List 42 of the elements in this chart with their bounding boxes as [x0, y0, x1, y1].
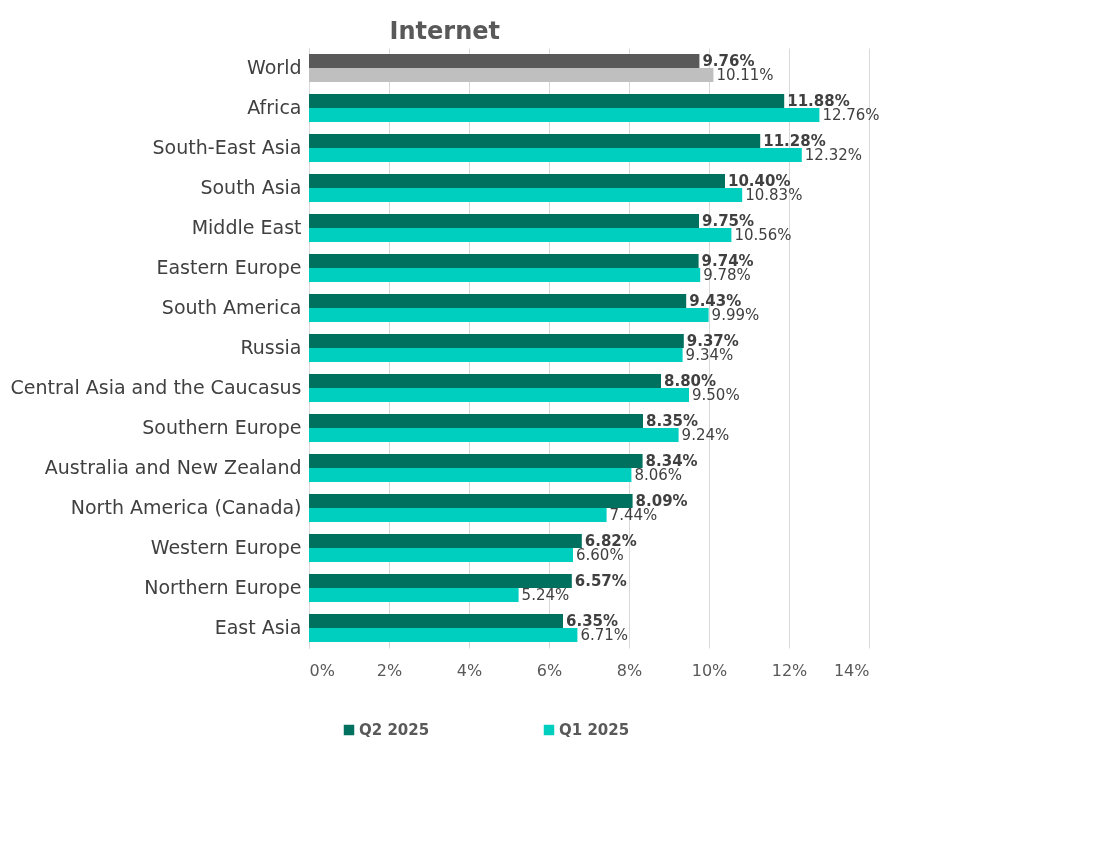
- chart-title: Internet: [389, 17, 501, 45]
- y-tick-label: Central Asia and the Caucasus: [10, 376, 302, 398]
- data-label: 9.24%: [681, 426, 730, 444]
- y-tick-label: South America: [161, 296, 302, 318]
- y-tick-label: Africa: [247, 96, 302, 118]
- y-tick-label: Middle East: [191, 216, 302, 238]
- legend-label: Q2 2025: [359, 721, 430, 739]
- x-tick-label: 12%: [771, 660, 808, 680]
- y-tick-label: South Asia: [200, 176, 302, 198]
- y-tick-label: East Asia: [214, 616, 302, 638]
- data-label: 9.99%: [711, 306, 760, 324]
- y-tick-label: South-East Asia: [152, 136, 302, 158]
- x-tick-label: 4%: [456, 660, 483, 680]
- x-tick-label: 8%: [616, 660, 643, 680]
- data-label: 7.44%: [609, 506, 658, 524]
- data-label: 10.83%: [745, 186, 803, 204]
- x-tick-label: 2%: [376, 660, 403, 680]
- data-label: 12.32%: [804, 146, 862, 164]
- y-tick-label: North America (Canada): [70, 496, 302, 518]
- data-label: 5.24%: [521, 586, 570, 604]
- data-label: 6.60%: [576, 546, 624, 564]
- y-tick-label: Australia and New Zealand: [44, 456, 302, 478]
- y-tick-label: Russia: [240, 336, 302, 358]
- x-tick-label: 6%: [536, 660, 563, 680]
- x-tick-label: 14%: [833, 660, 870, 680]
- data-label: 6.57%: [574, 572, 627, 590]
- y-tick-label: Southern Europe: [142, 416, 302, 438]
- data-label: 9.50%: [692, 386, 740, 404]
- data-label: 10.56%: [734, 226, 792, 244]
- data-label: 9.34%: [685, 346, 734, 364]
- data-label: 9.78%: [703, 266, 751, 284]
- y-tick-label: Eastern Europe: [156, 256, 302, 278]
- legend-label: Q1 2025: [559, 721, 630, 739]
- x-tick-label: 0%: [309, 660, 335, 680]
- y-tick-label: Northern Europe: [144, 576, 302, 598]
- x-tick-label: 10%: [691, 660, 728, 680]
- data-label: 6.71%: [580, 626, 629, 644]
- data-label: 8.06%: [634, 466, 683, 484]
- y-tick-label: Western Europe: [150, 536, 302, 558]
- data-label: 10.11%: [716, 66, 774, 84]
- data-label: 12.76%: [822, 106, 880, 124]
- y-tick-label: World: [247, 56, 302, 78]
